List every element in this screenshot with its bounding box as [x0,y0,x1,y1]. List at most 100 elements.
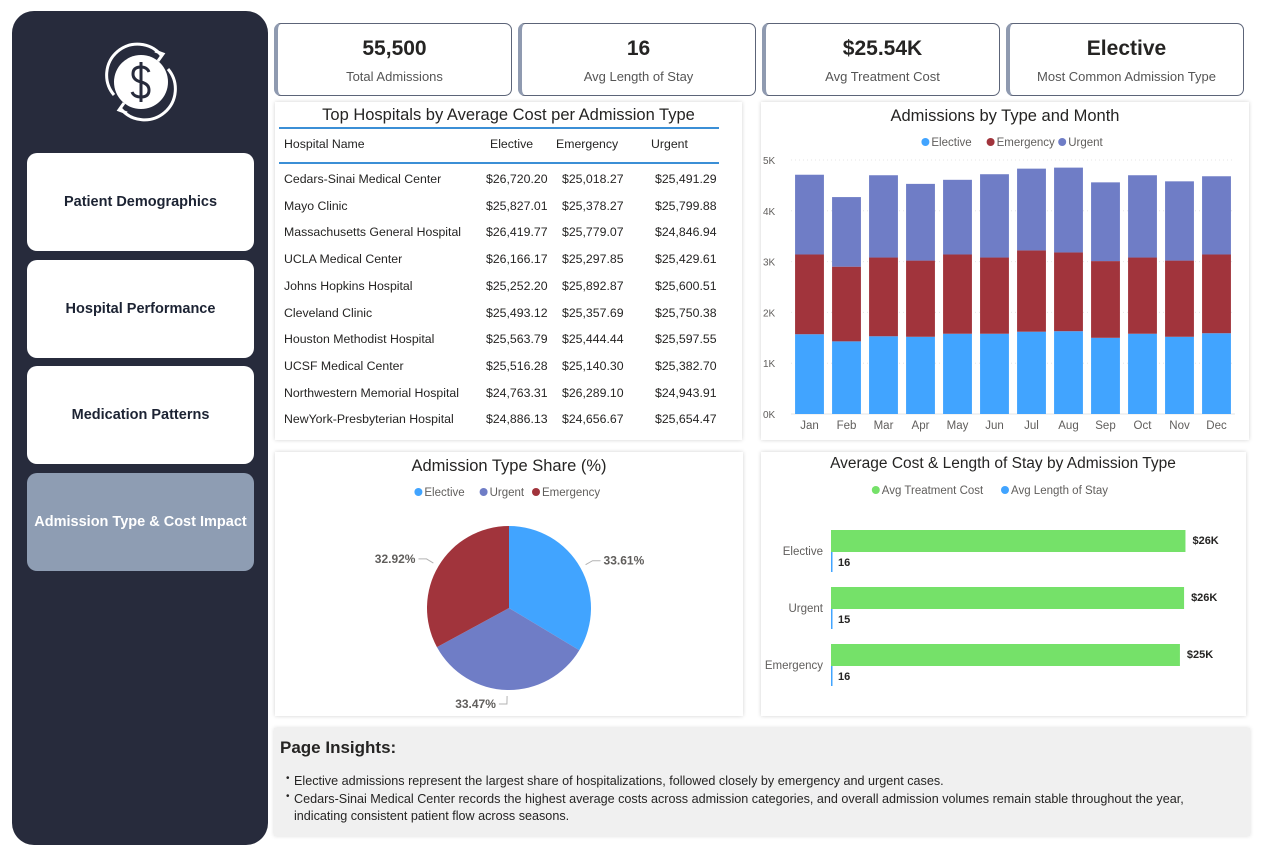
bar-segment-emergency[interactable] [1202,254,1231,334]
legend-label[interactable]: Emergency [542,487,600,499]
bar-segment-elective[interactable] [1202,333,1231,414]
bar-segment-emergency[interactable] [1054,252,1083,332]
bar-segment-elective[interactable] [943,333,972,414]
dollar-cycle-icon [99,37,183,127]
bar-segment-urgent[interactable] [906,183,935,261]
pie-slice-urgent[interactable] [436,608,580,690]
column-header-urgent[interactable]: Urgent [651,137,688,151]
bar-segment-emergency[interactable] [832,266,861,342]
nav-patient-demographics[interactable]: Patient Demographics [27,153,254,251]
bar-segment-emergency[interactable] [1017,250,1046,332]
y-category-label: Elective [783,546,823,558]
pie-value-label: 33.61% [604,554,645,568]
column-header-emergency[interactable]: Emergency [556,137,619,151]
pie-slice-elective[interactable] [509,526,591,651]
table-cell-cost: $26,289.10 [562,385,624,400]
table-cell-cost: $25,493.12 [486,305,548,320]
legend-label[interactable]: Elective [931,137,971,149]
y-category-label: Emergency [765,660,823,672]
kpi-total-admissions: 55,500 Total Admissions [274,23,512,96]
admission-share-pie-chart: Admission Type Share (%) Elective Urgent E… [275,452,743,716]
table-cell-hospital: Cedars-Sinai Medical Center [284,172,442,186]
chart-title: Admission Type Share (%) [411,457,606,475]
bar-segment-urgent[interactable] [795,174,824,255]
bar-segment-elective[interactable] [869,336,898,414]
y-tick-label: 1K [763,359,776,370]
bar-segment-elective[interactable] [980,333,1009,414]
legend-marker [986,138,995,146]
bar-segment-emergency[interactable] [1165,260,1194,337]
bar-avg-treatment-cost[interactable] [831,530,1186,552]
bar-segment-urgent[interactable] [943,179,972,255]
bar-value-label: $25K [1187,649,1213,661]
legend-label[interactable]: Avg Treatment Cost [882,485,984,497]
bar-segment-elective[interactable] [1017,331,1046,414]
table-title: Top Hospitals by Average Cost per Admiss… [322,106,695,124]
bar-segment-urgent[interactable] [1091,182,1120,262]
bar-segment-emergency[interactable] [980,257,1009,334]
table-cell-cost: $25,827.01 [486,198,548,213]
bar-avg-length-of-stay[interactable] [831,552,833,572]
bar-segment-elective[interactable] [795,334,824,414]
bar-segment-emergency[interactable] [1091,261,1120,338]
bar-avg-length-of-stay[interactable] [831,609,833,629]
x-tick-label: Nov [1169,420,1190,432]
bar-segment-urgent[interactable] [832,197,861,267]
table-cell-cost: $24,886.13 [486,412,548,427]
x-tick-label: Jun [985,420,1004,432]
bar-segment-elective[interactable] [1054,331,1083,414]
bar-segment-emergency[interactable] [906,260,935,337]
bar-segment-urgent[interactable] [1128,175,1157,258]
bar-segment-emergency[interactable] [869,257,898,337]
column-header-hospital[interactable]: Hospital Name [284,137,365,151]
bar-avg-treatment-cost[interactable] [831,644,1180,666]
table-cell-cost: $26,720.20 [486,172,548,186]
bar-segment-elective[interactable] [1165,336,1194,414]
bar-avg-length-of-stay[interactable] [831,666,833,686]
bar-segment-urgent[interactable] [1165,181,1194,261]
bar-segment-urgent[interactable] [869,175,898,258]
bar-segment-emergency[interactable] [1128,257,1157,334]
bar-segment-emergency[interactable] [943,254,972,334]
kpi-label: Most Common Admission Type [1037,69,1216,84]
bar-segment-urgent[interactable] [1202,176,1231,255]
pie-slice-emergency[interactable] [427,526,509,648]
kpi-avg-treatment-cost: $25.54K Avg Treatment Cost [762,23,1000,96]
legend-label[interactable]: Avg Length of Stay [1011,485,1108,497]
legend-marker [871,486,880,494]
table-cell-hospital: Johns Hopkins Hospital [284,278,413,293]
nav-medication-patterns[interactable]: Medication Patterns [27,366,254,464]
table-cell-cost: $25,597.55 [655,332,717,347]
bar-segment-elective[interactable] [906,336,935,414]
legend-label[interactable]: Emergency [997,137,1055,149]
x-tick-label: May [947,420,969,432]
legend-label[interactable]: Urgent [1068,137,1103,149]
table-cell-hospital: Houston Methodist Hospital [284,332,435,347]
cost-stay-svg: Average Cost & Length of Stay by Admissi… [765,455,1219,686]
table-cell-cost: $25,297.85 [562,252,624,267]
bar-segment-urgent[interactable] [1017,168,1046,251]
x-tick-label: Mar [874,420,894,432]
table-cell-cost: $25,799.88 [655,198,717,213]
bar-segment-elective[interactable] [832,341,861,414]
chart-title: Admissions by Type and Month [891,107,1120,125]
bar-segment-elective[interactable] [1091,337,1120,414]
bar-segment-emergency[interactable] [795,254,824,335]
nav-admission-type-cost-impact[interactable]: Admission Type & Cost Impact [27,473,254,571]
column-header-elective[interactable]: Elective [490,137,534,151]
legend-marker [414,488,423,496]
legend-label[interactable]: Elective [424,487,464,499]
x-tick-label: Oct [1134,420,1153,432]
bar-avg-treatment-cost[interactable] [831,587,1185,609]
bar-segment-urgent[interactable] [1054,167,1083,253]
legend-label[interactable]: Urgent [490,487,525,499]
page-insights: Page Insights: • Elective admissions rep… [274,728,1250,836]
nav-hospital-performance[interactable]: Hospital Performance [27,260,254,358]
bullet-icon: • [286,773,290,784]
kpi-label: Avg Treatment Cost [825,69,940,84]
table-cell-hospital: Northwestern Memorial Hospital [284,385,459,400]
bar-segment-elective[interactable] [1128,333,1157,414]
x-tick-label: Dec [1206,420,1227,432]
y-tick-label: 5K [763,156,776,167]
bar-segment-urgent[interactable] [980,174,1009,258]
